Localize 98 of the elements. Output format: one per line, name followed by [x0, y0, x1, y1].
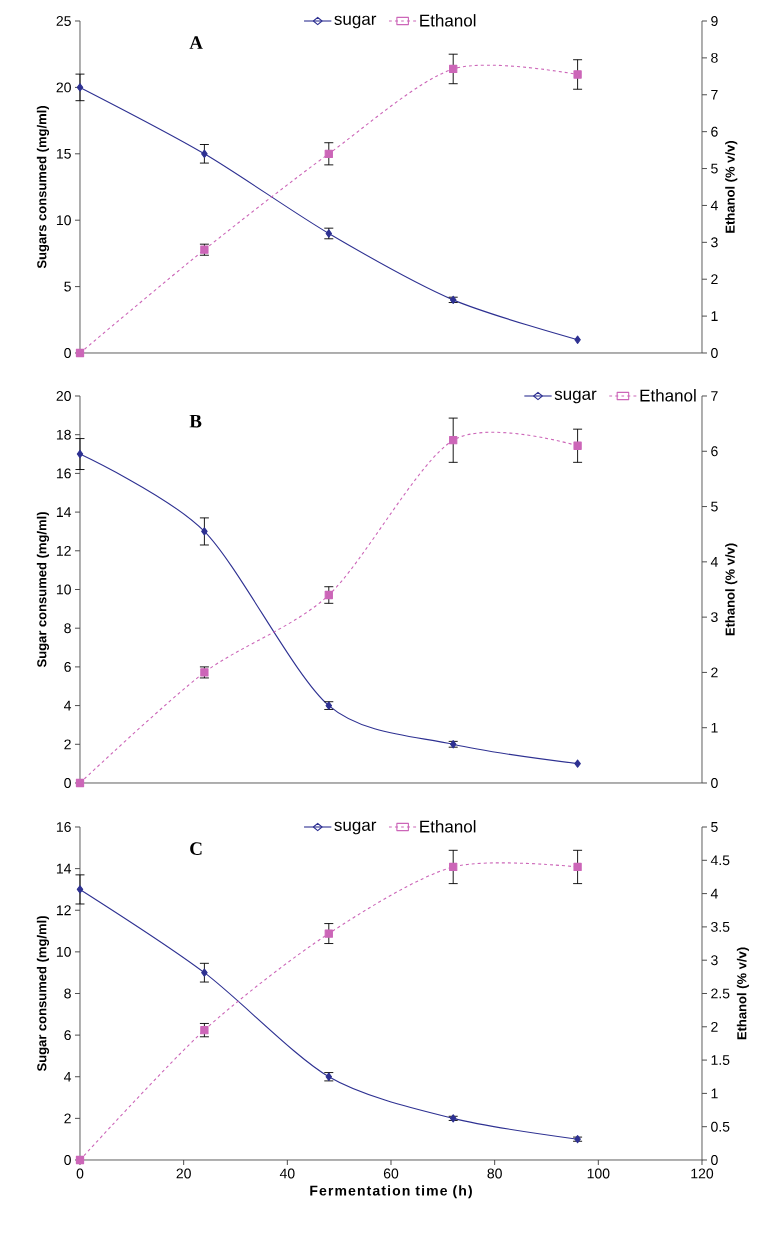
- y-tick-label: 14: [56, 863, 72, 874]
- y2-tick-label: 0: [711, 1155, 718, 1165]
- y2-tick-label: 8: [711, 52, 718, 63]
- y-tick-label: 0: [64, 348, 71, 358]
- y-tick-label: 20: [56, 82, 71, 93]
- y-tick-label: 8: [64, 623, 71, 634]
- y2-tick-label: 5: [711, 822, 718, 832]
- point: [76, 83, 84, 92]
- point: [201, 968, 208, 977]
- y2-axis-title: Ethanol (% v/v): [736, 947, 749, 1040]
- y-axis-title: Sugars consumed (mg/ml): [36, 106, 50, 269]
- point: [573, 441, 582, 450]
- x-tick-label: 40: [279, 1168, 295, 1179]
- y2-tick-label: 3: [711, 612, 718, 623]
- y2-tick-label: 5: [711, 501, 718, 512]
- y2-tick-label: 2: [711, 667, 718, 678]
- point: [201, 527, 208, 536]
- y2-tick-label: 1.5: [711, 1055, 730, 1065]
- y-axis-title: Sugar consumed (mg/ml): [36, 916, 50, 1072]
- y-tick-label: 4: [63, 700, 72, 711]
- legend-label: Ethanol: [640, 389, 696, 402]
- y2-tick-label: 4: [710, 200, 718, 211]
- y2-tick-label: 3: [711, 955, 718, 966]
- legend-label: sugar: [334, 821, 377, 835]
- point: [76, 885, 84, 894]
- point: [573, 862, 582, 872]
- y-tick-label: 10: [56, 584, 71, 595]
- x-tick-label: 60: [383, 1168, 399, 1179]
- y-tick-label: 10: [56, 946, 71, 957]
- text: C: [190, 842, 202, 856]
- y-tick-label: 5: [64, 281, 71, 292]
- y2-tick-label: 0.5: [711, 1121, 730, 1132]
- y-tick-label: 15: [56, 148, 71, 159]
- legend-label: Ethanol: [420, 820, 476, 833]
- y2-tick-label: 6: [711, 446, 718, 457]
- y-tick-label: 10: [56, 215, 71, 226]
- y-tick-label: 6: [64, 661, 71, 672]
- point: [574, 335, 581, 344]
- y2-tick-label: 2: [711, 1021, 718, 1032]
- point: [449, 436, 458, 445]
- y2-tick-label: 0: [711, 778, 718, 788]
- y2-tick-label: 3.5: [711, 921, 730, 932]
- text: A: [189, 36, 203, 49]
- y-tick-label: 25: [56, 16, 71, 26]
- legend-label: sugar: [554, 390, 597, 404]
- y2-tick-label: 1: [711, 1088, 718, 1099]
- x-tick-label: 80: [487, 1168, 502, 1179]
- x-axis-title: Fermentation time (h): [310, 1185, 472, 1199]
- y-tick-label: 20: [56, 391, 71, 401]
- point: [449, 862, 458, 872]
- point: [75, 778, 85, 788]
- y2-tick-label: 5: [711, 163, 718, 174]
- y-axis-title: Sugar consumed (mg/ml): [36, 512, 50, 668]
- point: [75, 348, 85, 358]
- y2-tick-label: 6: [711, 126, 718, 137]
- y-tick-label: 2: [64, 1113, 71, 1124]
- legend-label: sugar: [334, 15, 377, 29]
- y2-tick-label: 1: [711, 311, 718, 321]
- y-tick-label: 2: [64, 739, 71, 750]
- y2-axis-title: Ethanol (% v/v): [725, 543, 738, 636]
- y2-tick-label: 4.5: [710, 855, 730, 866]
- x-tick-label: 120: [691, 1168, 714, 1179]
- y2-tick-label: 1: [711, 722, 718, 733]
- x-tick-label: 100: [587, 1168, 610, 1179]
- y-tick-label: 0: [64, 778, 71, 788]
- point: [324, 149, 333, 158]
- y-tick-label: 14: [56, 507, 72, 517]
- point: [573, 70, 582, 79]
- point: [449, 64, 458, 74]
- y2-tick-label: 7: [711, 89, 718, 100]
- text: B: [189, 414, 202, 428]
- y-tick-label: 0: [64, 1155, 71, 1165]
- point: [76, 449, 84, 459]
- y2-tick-label: 9: [711, 16, 718, 26]
- y2-tick-label: 4: [710, 888, 718, 899]
- point: [201, 149, 208, 158]
- y-tick-label: 12: [56, 545, 71, 556]
- point: [574, 759, 581, 768]
- y2-tick-label: 2.5: [711, 988, 730, 999]
- legend-label: Ethanol: [420, 14, 476, 27]
- x-tick-label: 0: [76, 1168, 84, 1179]
- y2-axis-title: Ethanol (% v/v): [725, 141, 738, 233]
- y-tick-label: 18: [56, 429, 71, 440]
- y-tick-label: 8: [64, 988, 71, 999]
- y2-tick-label: 3: [711, 237, 718, 248]
- y-tick-label: 16: [56, 468, 71, 479]
- y-tick-label: 4: [63, 1071, 72, 1082]
- y2-tick-label: 7: [711, 391, 718, 401]
- y-tick-label: 16: [56, 822, 71, 832]
- point: [324, 590, 333, 600]
- y2-tick-label: 4: [710, 557, 718, 567]
- point: [324, 929, 333, 938]
- y2-tick-label: 0: [711, 348, 718, 358]
- point: [75, 1155, 85, 1165]
- y2-tick-label: 2: [711, 274, 718, 285]
- y-tick-label: 12: [56, 905, 71, 916]
- y-tick-label: 6: [64, 1030, 71, 1041]
- x-tick-label: 20: [176, 1168, 191, 1179]
